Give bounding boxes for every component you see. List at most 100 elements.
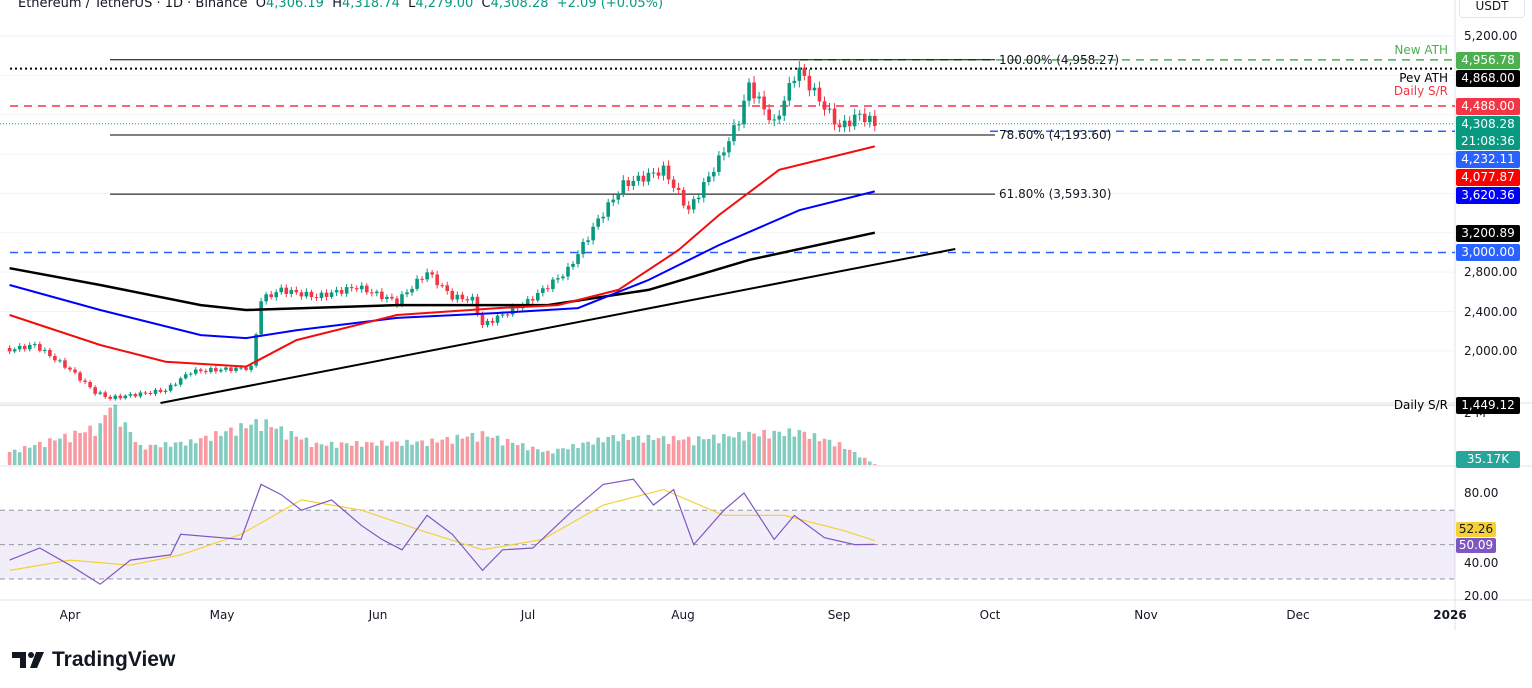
rsi-tag: 50.09 [1456, 538, 1496, 553]
candle-body [485, 320, 490, 326]
volume-bar [873, 464, 877, 465]
volume-bar [7, 451, 12, 465]
candle-body [802, 67, 807, 76]
volume-bar [827, 439, 832, 465]
currency-button[interactable]: USDT [1459, 0, 1525, 18]
candle-body [284, 287, 289, 294]
candle-body [862, 113, 867, 123]
time-tick: 2026 [1433, 608, 1467, 622]
volume-bar [566, 449, 570, 465]
volume-bar [73, 430, 77, 465]
candle-body [48, 349, 52, 357]
candle [435, 270, 439, 289]
candle [862, 107, 867, 127]
candle-body [752, 82, 756, 99]
sma-blue-line [9, 190, 876, 340]
candle-body [7, 347, 12, 352]
candle [380, 288, 384, 302]
candle [495, 313, 500, 326]
volume-bar [309, 447, 314, 465]
volume-bar [420, 440, 424, 465]
volume-bar [505, 438, 510, 465]
candle-body [631, 180, 636, 186]
price-tag-value: 4,232.11 [1461, 152, 1515, 167]
volume-bar [797, 429, 802, 465]
candle-body [88, 382, 92, 388]
volume-bar [666, 444, 671, 465]
candle [857, 109, 862, 121]
price-chart[interactable] [0, 0, 1532, 640]
volume-bar [17, 452, 22, 465]
tradingview-logo[interactable]: TradingView [12, 648, 175, 672]
level-label: New ATH [1394, 42, 1448, 57]
candle-body [53, 356, 57, 361]
volume-bar [586, 441, 590, 465]
candle-body [646, 172, 651, 182]
price-tag: 4,077.87 [1456, 169, 1520, 187]
candle [269, 290, 273, 300]
candle-body [123, 395, 128, 399]
candle-body [596, 218, 600, 227]
volume-bar [113, 404, 118, 465]
volume-bar [847, 449, 852, 465]
level-label: Daily S/R [1393, 398, 1448, 413]
candle-body [178, 378, 183, 385]
time-tick: Oct [979, 608, 1001, 622]
volume-bar [561, 448, 565, 465]
candle-body [676, 187, 681, 190]
candle-body [425, 272, 429, 280]
candle-body [83, 380, 87, 383]
symbol-title[interactable]: Ethereum / TetherUS · 1D · Binance [18, 0, 248, 11]
price-tag: 4,308.28 21:08:36 [1456, 116, 1520, 151]
candle-body [465, 299, 470, 301]
volume-bar [676, 440, 681, 465]
candle-body [58, 360, 62, 362]
volume-bar [480, 431, 485, 465]
volume-bar [842, 448, 847, 465]
volume-bar [616, 441, 621, 465]
candle [78, 370, 82, 383]
volume-bar [133, 442, 138, 465]
candle [309, 289, 314, 301]
volume-bar [707, 438, 711, 465]
volume-bar [495, 435, 500, 465]
time-tick: Apr [59, 608, 81, 622]
price-tick: 5,200.00 [1464, 29, 1518, 43]
candle [319, 290, 324, 301]
candle [420, 276, 424, 284]
volume-bar [777, 431, 782, 465]
candle [118, 393, 123, 401]
volume-bar [500, 445, 505, 465]
candle [219, 367, 223, 374]
volume-bar [349, 445, 354, 465]
volume-bar [27, 447, 32, 465]
volume-bar [269, 427, 273, 465]
volume-bar [78, 432, 82, 465]
candle [827, 102, 832, 114]
volume-bar [153, 444, 158, 465]
candle-body [792, 80, 797, 84]
candle-body [214, 368, 218, 372]
candle-body [747, 82, 751, 101]
candle [802, 63, 807, 81]
candle-body [390, 296, 394, 299]
candle-body [254, 334, 258, 366]
fib-label: 61.80% (3,593.30) [999, 187, 1112, 202]
volume-bar [837, 442, 842, 465]
sma-black-line [9, 231, 876, 312]
candle-body [681, 189, 686, 206]
countdown-timer: 21:08:36 [1461, 134, 1515, 149]
volume-bar [581, 442, 585, 465]
volume-bar [601, 442, 605, 465]
candle-body [782, 100, 787, 116]
candle-body [586, 240, 590, 243]
volume-bar [385, 445, 389, 465]
candle-body [727, 141, 731, 153]
candle [571, 261, 575, 270]
volume-bar [375, 445, 379, 465]
candle-body [812, 87, 817, 91]
candle-body [525, 298, 530, 306]
candle [349, 283, 354, 292]
candle-body [561, 276, 565, 279]
candle [762, 90, 766, 116]
